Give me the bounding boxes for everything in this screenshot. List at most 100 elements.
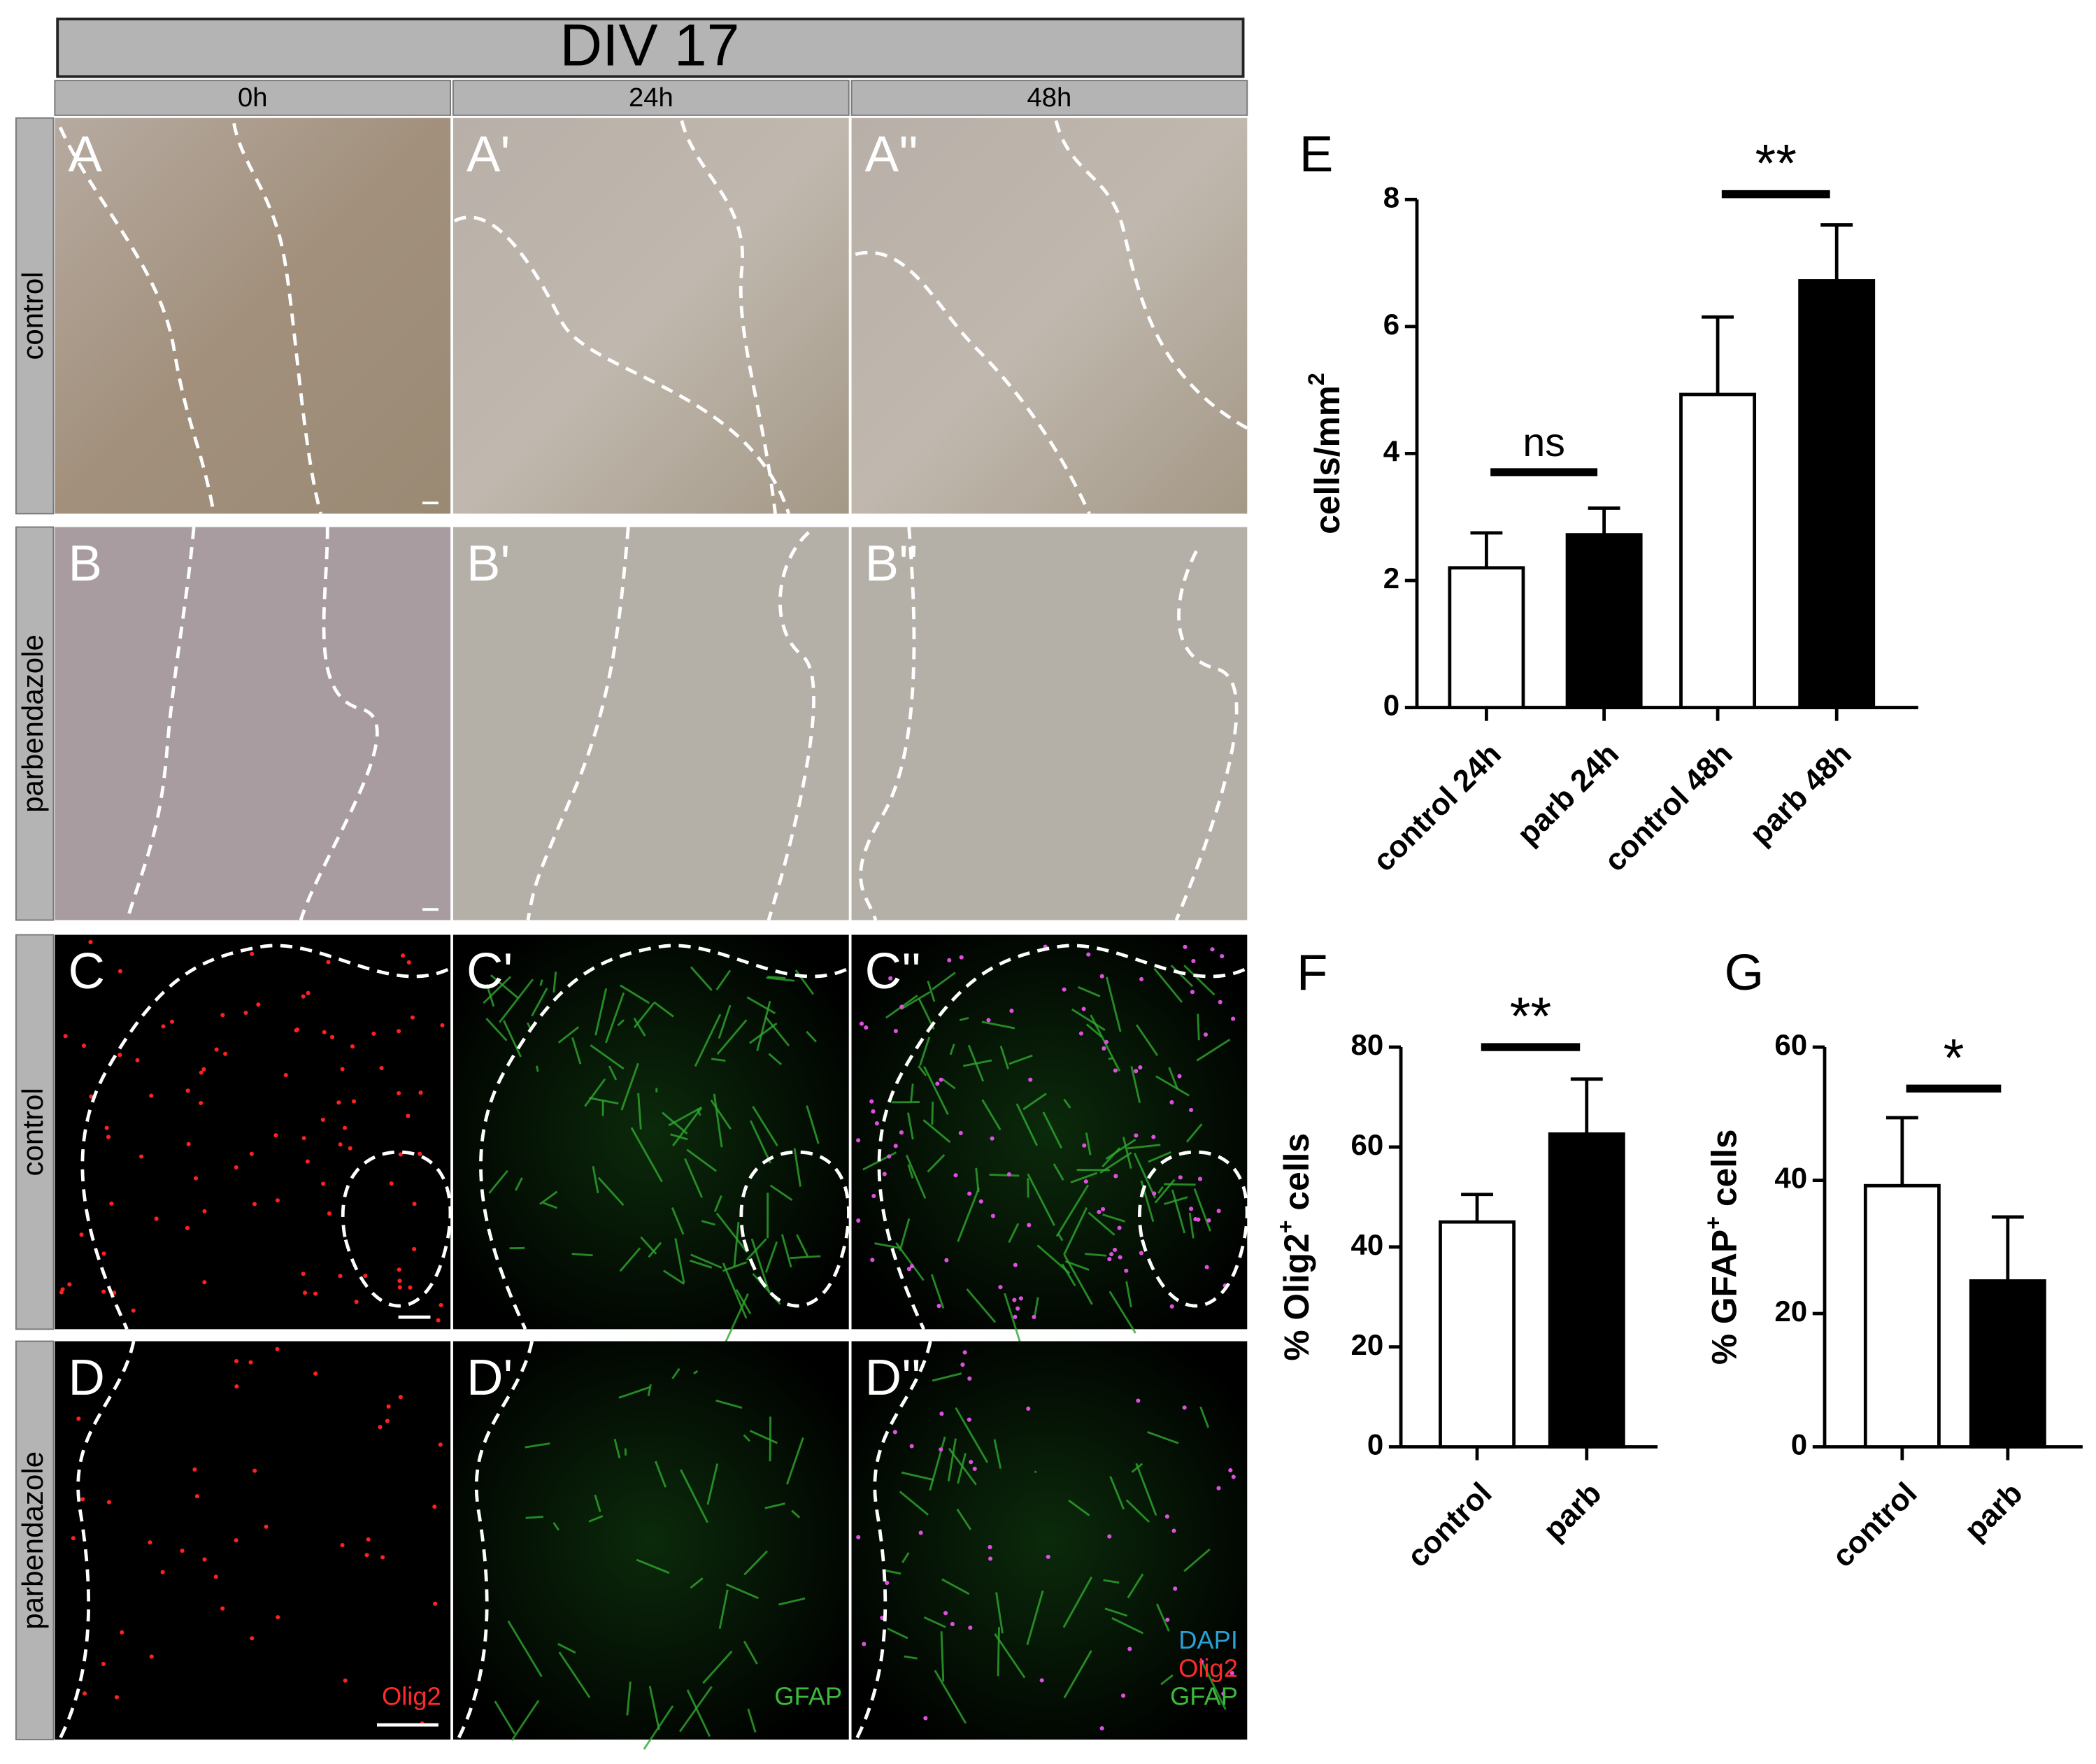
- nucleus: [432, 1505, 437, 1509]
- nucleus: [862, 1642, 867, 1646]
- fiber: [1033, 1297, 1039, 1318]
- nucleus: [252, 1202, 257, 1207]
- nucleus: [1169, 1304, 1174, 1309]
- panel-label: D: [68, 1349, 104, 1406]
- fiber: [1183, 965, 1215, 996]
- row-header: parbendazole: [16, 634, 49, 813]
- nucleus: [882, 1172, 887, 1176]
- fiber: [674, 1238, 685, 1283]
- nucleus: [1062, 987, 1067, 992]
- nucleus: [154, 1216, 159, 1221]
- nucleus: [1152, 1191, 1157, 1196]
- nucleus: [1134, 1133, 1139, 1138]
- fiber: [883, 1569, 901, 1575]
- fiber: [1015, 1103, 1039, 1146]
- fiber: [592, 1166, 599, 1194]
- bar: [1565, 533, 1643, 709]
- fiber: [557, 1642, 576, 1654]
- fiber: [647, 1384, 652, 1397]
- nucleus: [1102, 1046, 1106, 1051]
- nucleus: [1083, 1179, 1088, 1184]
- fiber: [934, 1670, 967, 1724]
- fiber: [701, 1220, 715, 1226]
- fiber: [1193, 1188, 1211, 1232]
- row-header: control: [16, 271, 49, 360]
- fiber: [778, 1597, 806, 1606]
- nucleus: [250, 951, 255, 956]
- fiber: [941, 1578, 970, 1595]
- fiber: [927, 1153, 946, 1173]
- y-axis-label: % GFAP+ cells: [1700, 1130, 1744, 1365]
- nucleus: [313, 1371, 318, 1376]
- nucleus: [401, 953, 406, 958]
- nucleus: [1127, 1646, 1132, 1651]
- outline: [767, 531, 815, 921]
- panel-label: C': [466, 943, 513, 1000]
- fiber: [485, 1018, 508, 1041]
- nucleus: [220, 1013, 225, 1018]
- nucleus: [1081, 1007, 1086, 1011]
- fiber: [490, 974, 520, 1000]
- nucleus: [379, 1065, 384, 1071]
- nucleus: [1124, 1268, 1129, 1273]
- nucleus: [301, 994, 306, 999]
- fiber: [543, 1202, 558, 1209]
- fiber: [1164, 1196, 1188, 1205]
- nucleus: [1183, 944, 1188, 949]
- y-tick-label: 8: [1383, 180, 1399, 213]
- nucleus: [972, 1466, 977, 1471]
- fiber: [899, 1218, 911, 1251]
- nucleus: [869, 1099, 874, 1104]
- significance-label: *: [1944, 1028, 1965, 1088]
- nucleus: [436, 1318, 441, 1323]
- y-tick-label: 6: [1383, 308, 1399, 341]
- fiber: [743, 1640, 758, 1665]
- fiber: [956, 1508, 972, 1530]
- nucleus: [201, 1067, 206, 1072]
- nucleus: [943, 1611, 948, 1616]
- y-tick-label: 0: [1383, 689, 1399, 722]
- fiber: [718, 1589, 729, 1629]
- nucleus: [305, 1159, 310, 1164]
- nucleus: [88, 939, 93, 944]
- fiber: [1185, 1123, 1203, 1143]
- nucleus: [256, 1002, 261, 1007]
- nucleus: [343, 1678, 348, 1683]
- fiber: [1070, 1172, 1098, 1183]
- labels: 0h 24h 48h control parbendazole control parben…: [15, 80, 1248, 1741]
- nucleus: [899, 1004, 904, 1009]
- fiber: [535, 1065, 539, 1072]
- fiber: [1125, 1499, 1150, 1523]
- panel-label: D'': [865, 1349, 921, 1406]
- fiber: [525, 1516, 543, 1519]
- fiber: [904, 1655, 918, 1660]
- fiber: [995, 1592, 1004, 1634]
- nucleus: [234, 1359, 239, 1364]
- bar: [1439, 1220, 1516, 1449]
- fiber: [743, 1550, 769, 1576]
- fiber: [620, 984, 650, 1004]
- nucleus: [960, 1363, 965, 1367]
- nucleus: [870, 1258, 875, 1262]
- fiber: [750, 1238, 771, 1293]
- outline: [877, 944, 1246, 1330]
- fiber: [743, 1434, 750, 1442]
- fiber: [718, 1004, 732, 1039]
- nucleus: [243, 1010, 248, 1016]
- nucleus: [410, 1015, 415, 1020]
- fiber: [806, 1030, 818, 1043]
- nucleus: [986, 1018, 991, 1023]
- fiber: [515, 1177, 523, 1191]
- nucleus: [1099, 974, 1104, 979]
- y-axis-label-part: % GFAP: [1705, 1230, 1744, 1365]
- column-header-box: [54, 80, 452, 116]
- fiber: [630, 1127, 663, 1183]
- nucleus: [1196, 1217, 1201, 1222]
- fiber: [713, 1195, 722, 1212]
- fiber: [747, 1708, 757, 1733]
- fiber: [749, 1430, 778, 1444]
- fiber: [1102, 1214, 1125, 1223]
- nucleus: [364, 1553, 369, 1558]
- nucleus: [79, 1232, 84, 1237]
